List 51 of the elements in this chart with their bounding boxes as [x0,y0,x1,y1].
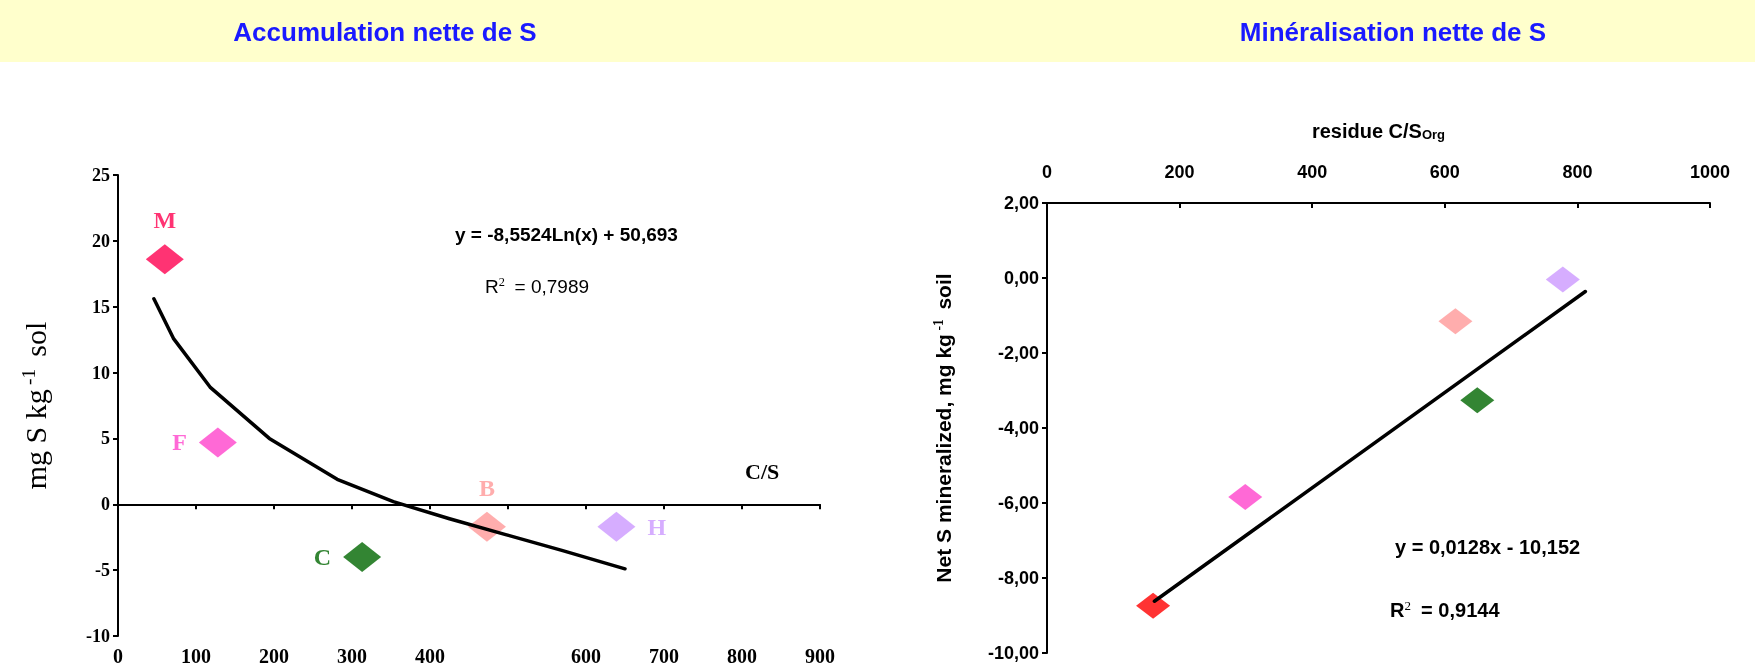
y-tick-label: 0,00 [1003,268,1039,288]
y-tick-label: -2,00 [997,343,1039,363]
point [597,511,636,542]
y-tick-label: 5 [101,428,110,449]
x-tick-label: 800 [727,645,757,666]
chart-title: Accumulation nette de S [233,17,537,47]
y-axis-title: Net S mineralized, mg kg-1 soil [930,273,955,583]
point [1136,592,1171,619]
x-tick-label: 900 [805,645,835,666]
y-tick-label: 10 [92,362,110,383]
x-tick-label: 600 [571,645,601,666]
x-tick-label: 400 [1297,162,1328,182]
x-tick-label: 600 [1429,162,1460,182]
y-tick-label: 20 [92,230,110,251]
point [1545,266,1580,293]
x-tick-label: 400 [415,645,445,666]
series-label: F [172,429,187,456]
point [145,244,184,275]
y-tick-label: -5 [95,560,110,581]
annotation: y = 0,0128x - 10,152 [1395,536,1581,558]
y-tick-label: -10 [86,626,110,646]
y-tick-label: -4,00 [997,418,1039,438]
x-axis-title: C/S [745,458,780,484]
x-tick-label: 700 [649,645,679,666]
x-tick-label: 200 [1164,162,1195,182]
series-label: M [153,207,177,234]
x-tick-label: 1000 [1689,162,1731,182]
point [198,427,237,458]
y-tick-label: 25 [92,165,110,185]
y-tick-label: -8,00 [997,568,1039,588]
annotation: y = -8,5524Ln(x) + 50,693 [455,224,678,245]
point [1228,484,1263,510]
y-tick-label: 0 [101,494,110,515]
point [1460,387,1495,414]
series-label: B [478,474,495,501]
y-axis-title: mg S kg-1 sol [17,321,52,490]
x-axis-title: residue C/SOrg [1311,119,1446,142]
point [343,541,382,572]
y-tick-label: 2,00 [1003,193,1039,213]
x-tick-label: 100 [181,645,211,666]
y-tick-label: -6,00 [997,493,1039,513]
y-tick-label: 15 [92,296,110,317]
chart-title: Minéralisation nette de S [1239,17,1547,47]
series-label: C [313,543,332,570]
y-tick-label: -10,00 [987,643,1039,663]
x-tick-label: 0 [1041,162,1053,182]
x-tick-label: 200 [259,645,289,666]
series-label: H [647,513,667,540]
point [1438,308,1473,335]
x-tick-label: 300 [337,645,367,666]
x-tick-label: 800 [1562,162,1593,182]
